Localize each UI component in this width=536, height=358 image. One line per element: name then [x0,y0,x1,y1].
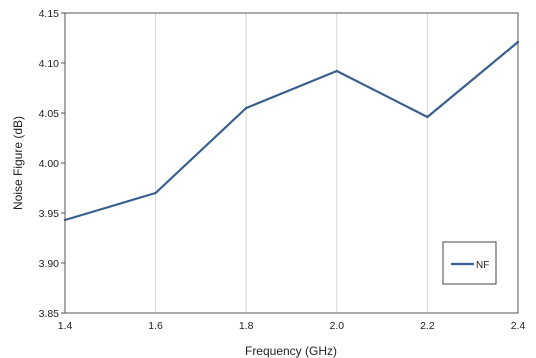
data-point [426,115,429,119]
series-line-nf [64,41,519,222]
y-tick-label: 4.00 [39,158,60,170]
y-axis-label: Noise Figure (dB) [11,116,25,210]
x-tick-label: 1.6 [148,320,163,332]
legend: NF [442,241,497,285]
data-point [154,191,157,195]
x-axis-label: Frequency (GHz) [245,344,337,358]
y-tick-label: 3.95 [39,208,60,220]
y-tick-label: 4.10 [39,58,60,70]
y-tick-label: 3.90 [39,258,60,270]
y-tick-label: 4.05 [39,108,60,120]
data-point [335,69,338,73]
y-tick-label: 3.85 [39,308,60,320]
x-tick-label: 2.4 [511,320,526,332]
x-tick-label: 2.0 [329,320,344,332]
x-tick-label: 1.4 [58,320,73,332]
data-point [245,106,248,110]
plot-frame [64,12,519,314]
x-tick-label: 2.2 [420,320,435,332]
x-tick-labels: 1.4 1.6 1.8 2.0 2.2 2.4 [58,320,526,332]
grid-lines [155,13,428,313]
series-layer [63,40,520,222]
y-tick-labels: 3.85 3.90 3.95 4.00 4.05 4.10 4.15 [39,8,65,320]
legend-label-nf: NF [476,260,489,271]
y-tick-label: 4.15 [39,8,60,20]
x-tick-label: 1.8 [239,320,254,332]
